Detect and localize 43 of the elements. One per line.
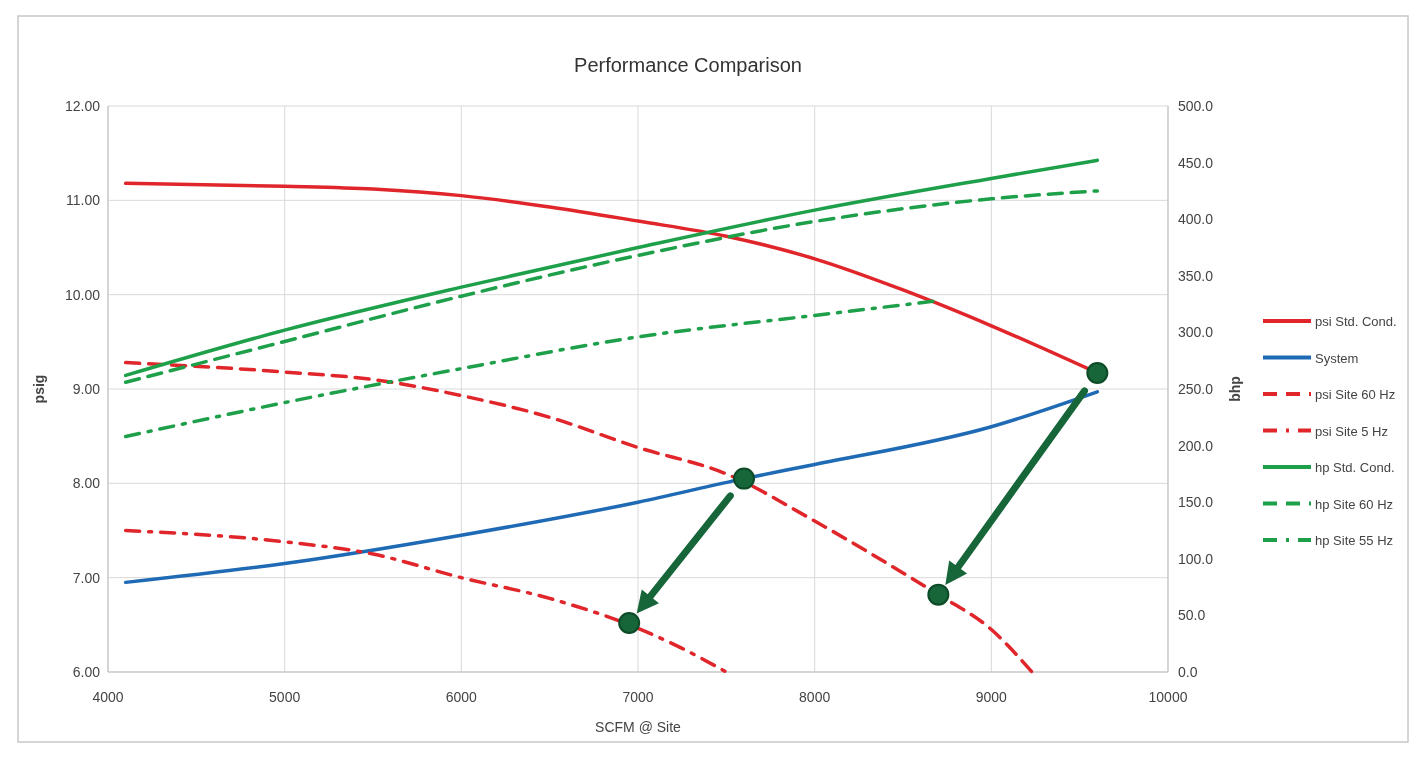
y2-tick-label: 0.0 xyxy=(1178,664,1198,680)
point xyxy=(1086,361,1109,384)
y2-tick-label: 100.0 xyxy=(1178,550,1214,567)
point xyxy=(733,467,755,490)
x-tick-label: 4000 xyxy=(92,689,124,705)
legend-label: hp Site 55 Hz xyxy=(1315,533,1394,548)
line-series xyxy=(123,528,729,674)
legend-label: psi Std. Cond. xyxy=(1315,314,1397,329)
y2-tick-label: 400.0 xyxy=(1178,211,1214,228)
y-tick-label: 8.00 xyxy=(72,475,101,492)
y-tick-label: 7.00 xyxy=(72,569,101,586)
line-series xyxy=(123,360,1034,674)
y-tick-label: 9.00 xyxy=(72,381,101,397)
y-tick-label: 10.00 xyxy=(64,286,101,303)
x-axis-title: SCFM @ Site xyxy=(595,719,682,735)
x-tick-label: 5000 xyxy=(269,689,301,705)
y2-tick-label: 500.0 xyxy=(1178,98,1214,114)
legend-label: System xyxy=(1315,350,1359,366)
y2-tick-label: 300.0 xyxy=(1178,324,1214,341)
y2-tick-label: 450.0 xyxy=(1178,154,1214,171)
point xyxy=(927,583,950,606)
y2-tick-label: 50.0 xyxy=(1178,607,1206,624)
line-series xyxy=(123,390,1100,585)
y2-tick-label: 250.0 xyxy=(1178,381,1214,397)
x-tick-label: 6000 xyxy=(445,689,478,705)
legend-label: hp Std. Cond. xyxy=(1315,460,1395,475)
y2-axis-title: bhp xyxy=(1227,376,1243,402)
x-tick-label: 7000 xyxy=(622,689,654,705)
chart-title: Performance Comparison xyxy=(574,54,802,76)
x-tick-label: 10000 xyxy=(1148,689,1188,705)
y-tick-label: 12.00 xyxy=(64,98,101,114)
y-tick-label: 6.00 xyxy=(72,664,101,680)
x-tick-label: 8000 xyxy=(799,689,831,705)
legend-label: hp Site 60 Hz xyxy=(1315,496,1394,512)
y-tick-label: 11.00 xyxy=(66,192,101,209)
y2-tick-label: 350.0 xyxy=(1178,267,1214,284)
legend-label: psi Site 5 Hz xyxy=(1315,423,1388,439)
x-tick-label: 9000 xyxy=(975,689,1008,705)
y2-tick-label: 200.0 xyxy=(1178,437,1214,454)
point xyxy=(618,611,641,634)
y-axis-title: psig xyxy=(31,374,47,404)
y2-tick-label: 150.0 xyxy=(1178,494,1214,511)
legend-label: psi Site 60 Hz xyxy=(1315,387,1396,402)
